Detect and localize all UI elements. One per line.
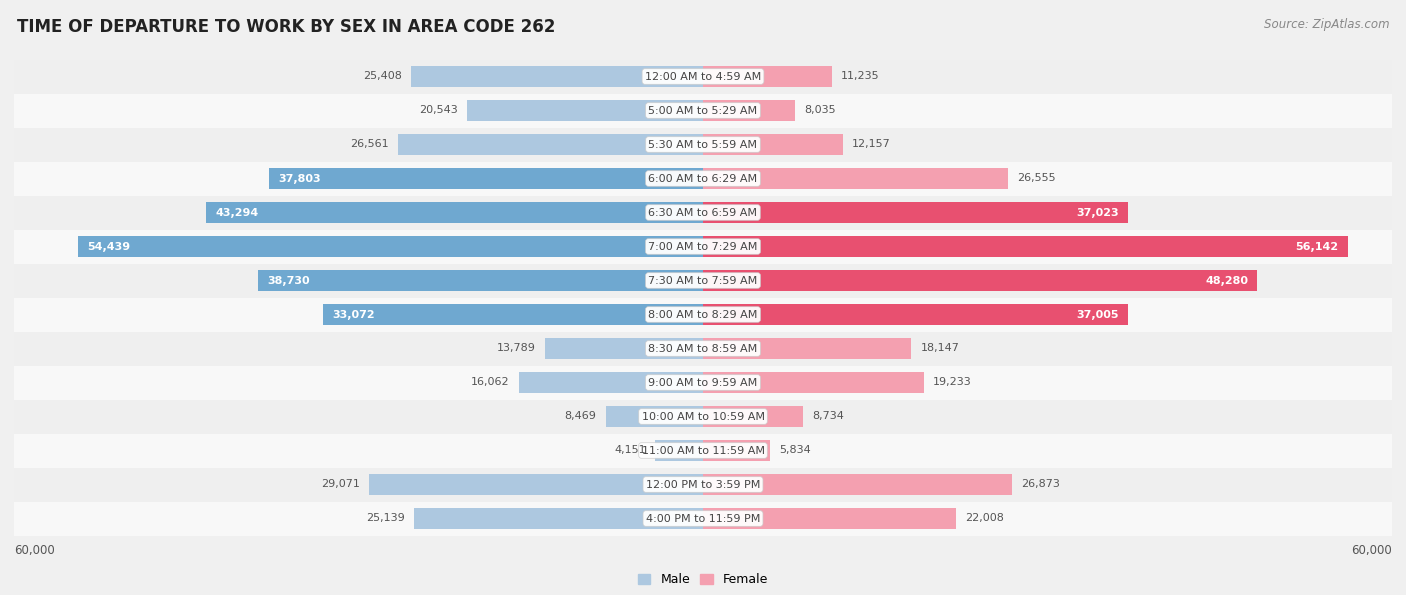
Text: 8,734: 8,734 (813, 412, 845, 421)
Bar (14, 502, 1392, 536)
Bar (269, 168, 703, 189)
Text: 8:00 AM to 8:29 AM: 8:00 AM to 8:29 AM (648, 309, 758, 320)
Text: 8:30 AM to 8:59 AM: 8:30 AM to 8:59 AM (648, 343, 758, 353)
Text: 8,035: 8,035 (804, 105, 837, 115)
Bar (606, 406, 703, 427)
Legend: Male, Female: Male, Female (633, 568, 773, 591)
Bar (467, 100, 703, 121)
Bar (398, 134, 703, 155)
Text: TIME OF DEPARTURE TO WORK BY SEX IN AREA CODE 262: TIME OF DEPARTURE TO WORK BY SEX IN AREA… (17, 18, 555, 36)
Text: 9:00 AM to 9:59 AM: 9:00 AM to 9:59 AM (648, 377, 758, 387)
Bar (14, 298, 1392, 331)
Bar (14, 230, 1392, 264)
Bar (14, 468, 1392, 502)
Text: 8,469: 8,469 (565, 412, 596, 421)
Text: 56,142: 56,142 (1295, 242, 1339, 252)
Text: 25,408: 25,408 (363, 71, 402, 82)
Bar (703, 168, 1008, 189)
Bar (370, 474, 703, 495)
Text: 37,023: 37,023 (1077, 208, 1119, 218)
Text: 4:00 PM to 11:59 PM: 4:00 PM to 11:59 PM (645, 513, 761, 524)
Bar (14, 93, 1392, 127)
Bar (412, 66, 703, 87)
Bar (14, 60, 1392, 93)
Bar (77, 236, 703, 257)
Text: 6:30 AM to 6:59 AM: 6:30 AM to 6:59 AM (648, 208, 758, 218)
Bar (205, 202, 703, 223)
Bar (14, 434, 1392, 468)
Bar (14, 196, 1392, 230)
Text: 33,072: 33,072 (332, 309, 375, 320)
Bar (14, 127, 1392, 161)
Bar (323, 304, 703, 325)
Text: 10:00 AM to 10:59 AM: 10:00 AM to 10:59 AM (641, 412, 765, 421)
Bar (14, 331, 1392, 365)
Text: 5:30 AM to 5:59 AM: 5:30 AM to 5:59 AM (648, 139, 758, 149)
Bar (415, 508, 703, 529)
Bar (14, 365, 1392, 399)
Bar (544, 338, 703, 359)
Text: 38,730: 38,730 (267, 275, 311, 286)
Text: 37,005: 37,005 (1076, 309, 1119, 320)
Text: 18,147: 18,147 (921, 343, 959, 353)
Text: 12,157: 12,157 (852, 139, 890, 149)
Text: Source: ZipAtlas.com: Source: ZipAtlas.com (1264, 18, 1389, 31)
Text: 19,233: 19,233 (934, 377, 972, 387)
Bar (703, 100, 796, 121)
Text: 43,294: 43,294 (215, 208, 259, 218)
Text: 60,000: 60,000 (1351, 544, 1392, 557)
Bar (703, 508, 956, 529)
Bar (703, 270, 1257, 291)
Bar (703, 338, 911, 359)
Bar (703, 372, 924, 393)
Text: 6:00 AM to 6:29 AM: 6:00 AM to 6:29 AM (648, 174, 758, 183)
Text: 5,834: 5,834 (779, 446, 811, 456)
Bar (259, 270, 703, 291)
Text: 26,873: 26,873 (1021, 480, 1060, 490)
Text: 26,561: 26,561 (350, 139, 389, 149)
Bar (655, 440, 703, 461)
Text: 5:00 AM to 5:29 AM: 5:00 AM to 5:29 AM (648, 105, 758, 115)
Text: 20,543: 20,543 (419, 105, 458, 115)
Text: 54,439: 54,439 (87, 242, 131, 252)
Text: 7:30 AM to 7:59 AM: 7:30 AM to 7:59 AM (648, 275, 758, 286)
Bar (703, 474, 1011, 495)
Text: 25,139: 25,139 (367, 513, 405, 524)
Bar (14, 264, 1392, 298)
Text: 11:00 AM to 11:59 AM: 11:00 AM to 11:59 AM (641, 446, 765, 456)
Text: 37,803: 37,803 (278, 174, 321, 183)
Bar (703, 202, 1128, 223)
Text: 12:00 AM to 4:59 AM: 12:00 AM to 4:59 AM (645, 71, 761, 82)
Text: 29,071: 29,071 (321, 480, 360, 490)
Bar (14, 161, 1392, 196)
Bar (703, 236, 1347, 257)
Bar (703, 406, 803, 427)
Text: 12:00 PM to 3:59 PM: 12:00 PM to 3:59 PM (645, 480, 761, 490)
Text: 26,555: 26,555 (1017, 174, 1056, 183)
Bar (703, 66, 832, 87)
Text: 60,000: 60,000 (14, 544, 55, 557)
Bar (703, 440, 770, 461)
Bar (14, 399, 1392, 434)
Text: 7:00 AM to 7:29 AM: 7:00 AM to 7:29 AM (648, 242, 758, 252)
Bar (703, 134, 842, 155)
Bar (703, 304, 1128, 325)
Text: 13,789: 13,789 (496, 343, 536, 353)
Text: 4,151: 4,151 (614, 446, 647, 456)
Text: 48,280: 48,280 (1205, 275, 1249, 286)
Text: 11,235: 11,235 (841, 71, 880, 82)
Text: 22,008: 22,008 (965, 513, 1004, 524)
Text: 16,062: 16,062 (471, 377, 509, 387)
Bar (519, 372, 703, 393)
